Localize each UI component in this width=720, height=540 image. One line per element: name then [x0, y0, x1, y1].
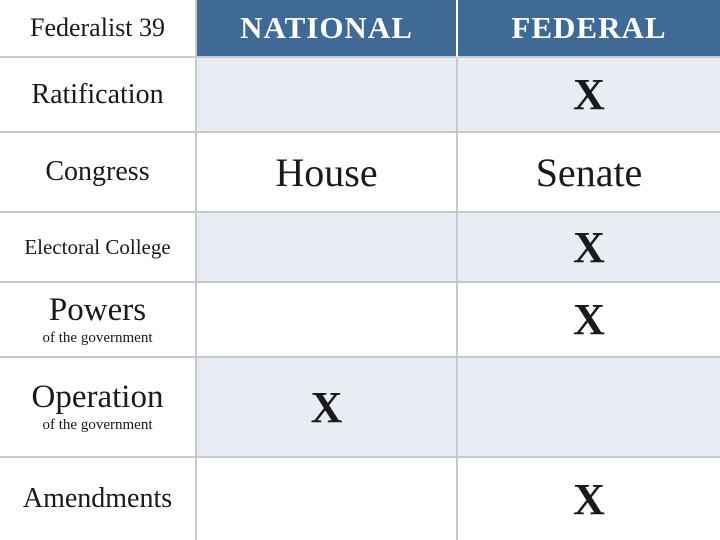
row-label-text: Ratification	[31, 80, 163, 109]
comparison-table: Federalist 39 NATIONAL FEDERAL Ratificat…	[0, 0, 720, 540]
cell-operation-federal	[458, 358, 720, 458]
row-label-text: Amendments	[23, 484, 172, 513]
cell-value: Senate	[536, 149, 643, 196]
x-mark: X	[573, 474, 605, 525]
column-header-text: FEDERAL	[511, 10, 666, 46]
row-label-text: Powers	[49, 293, 146, 328]
row-sublabel-text: of the government	[43, 417, 153, 434]
cell-powers-federal: X	[458, 283, 720, 358]
column-header-national: NATIONAL	[197, 0, 458, 58]
row-label-electoral-college: Electoral College	[0, 213, 197, 283]
x-mark: X	[573, 222, 605, 273]
row-label-text: Electoral College	[24, 236, 170, 258]
cell-ratification-national	[197, 58, 458, 133]
cell-electoral-federal: X	[458, 213, 720, 283]
cell-powers-national	[197, 283, 458, 358]
table-corner: Federalist 39	[0, 0, 197, 58]
column-header-text: NATIONAL	[240, 10, 413, 46]
cell-amendments-federal: X	[458, 458, 720, 540]
cell-ratification-federal: X	[458, 58, 720, 133]
corner-label: Federalist 39	[30, 13, 165, 43]
x-mark: X	[311, 382, 343, 433]
cell-congress-national: House	[197, 133, 458, 213]
row-label-operation: Operation of the government	[0, 358, 197, 458]
cell-operation-national: X	[197, 358, 458, 458]
row-label-text: Operation	[32, 380, 164, 415]
cell-electoral-national	[197, 213, 458, 283]
row-label-text: Congress	[45, 157, 149, 186]
cell-amendments-national	[197, 458, 458, 540]
x-mark: X	[573, 294, 605, 345]
row-label-ratification: Ratification	[0, 58, 197, 133]
row-label-congress: Congress	[0, 133, 197, 213]
column-header-federal: FEDERAL	[458, 0, 720, 58]
x-mark: X	[573, 69, 605, 120]
row-sublabel-text: of the government	[43, 330, 153, 347]
cell-value: House	[275, 149, 377, 196]
row-label-powers: Powers of the government	[0, 283, 197, 358]
row-label-amendments: Amendments	[0, 458, 197, 540]
cell-congress-federal: Senate	[458, 133, 720, 213]
